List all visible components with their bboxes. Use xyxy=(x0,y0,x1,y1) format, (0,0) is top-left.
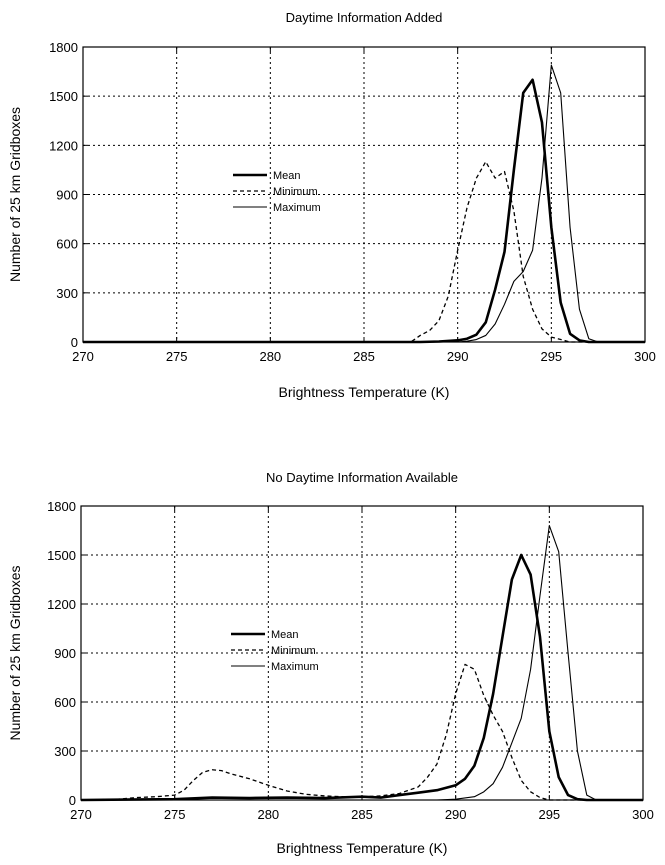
y-tick-label: 900 xyxy=(54,646,76,661)
chart-panel-1: Daytime Information Added 270 275 280 285 290… xyxy=(7,10,656,400)
x-tick-label: 290 xyxy=(445,807,467,822)
y-axis-label: Number of 25 km Gridboxes xyxy=(7,565,23,740)
y-tick-label: 600 xyxy=(56,237,78,252)
x-tick-label: 290 xyxy=(447,349,469,364)
series-line-maximum xyxy=(83,64,645,343)
y-tick-label: 1200 xyxy=(49,138,78,153)
y-tick-label: 900 xyxy=(56,188,78,203)
x-tick-label: 300 xyxy=(634,349,656,364)
y-tick-label: 1500 xyxy=(49,89,78,104)
legend-label-mean: Mean xyxy=(273,170,301,182)
x-tick-label: 295 xyxy=(540,349,562,364)
legend-label-minimum: Minimum xyxy=(271,645,316,657)
y-tick-label: 1800 xyxy=(47,499,76,514)
chart-title: Daytime Information Added xyxy=(286,10,443,25)
legend: Mean Minimum Maximum xyxy=(233,170,321,214)
y-tick-label: 0 xyxy=(69,793,76,808)
x-tick-label: 280 xyxy=(259,349,281,364)
x-tick-label: 280 xyxy=(257,807,279,822)
chart-title: No Daytime Information Available xyxy=(266,470,458,485)
series-line-minimum xyxy=(83,161,645,343)
x-tick-label: 295 xyxy=(538,807,560,822)
x-tick-label: 275 xyxy=(164,807,186,822)
legend-label-minimum: Minimum xyxy=(273,186,318,198)
series-line-minimum xyxy=(80,663,643,801)
legend-label-mean: Mean xyxy=(271,629,299,641)
legend-label-maximum: Maximum xyxy=(271,661,319,673)
x-tick-label: 285 xyxy=(351,807,373,822)
x-tick-label: 270 xyxy=(70,807,92,822)
y-tick-label: 600 xyxy=(54,695,76,710)
legend: Mean Minimum Maximum xyxy=(231,629,319,673)
y-tick-label: 300 xyxy=(56,286,78,301)
x-tick-label: 285 xyxy=(353,349,375,364)
y-tick-label: 0 xyxy=(71,335,78,350)
y-tick-label: 1800 xyxy=(49,40,78,55)
y-tick-label: 300 xyxy=(54,744,76,759)
legend-label-maximum: Maximum xyxy=(273,202,321,214)
x-tick-label: 270 xyxy=(72,349,94,364)
x-tick-label: 300 xyxy=(632,807,654,822)
chart-panel-2: No Daytime Information Available 270 275 28… xyxy=(7,470,654,856)
series-line-mean xyxy=(80,553,643,802)
x-tick-label: 275 xyxy=(166,349,188,364)
y-tick-label: 1500 xyxy=(47,548,76,563)
series-line-maximum xyxy=(81,525,643,801)
y-tick-label: 1200 xyxy=(47,597,76,612)
y-axis-label: Number of 25 km Gridboxes xyxy=(7,107,23,282)
x-axis-label: Brightness Temperature (K) xyxy=(277,840,448,856)
x-axis-label: Brightness Temperature (K) xyxy=(279,384,450,400)
